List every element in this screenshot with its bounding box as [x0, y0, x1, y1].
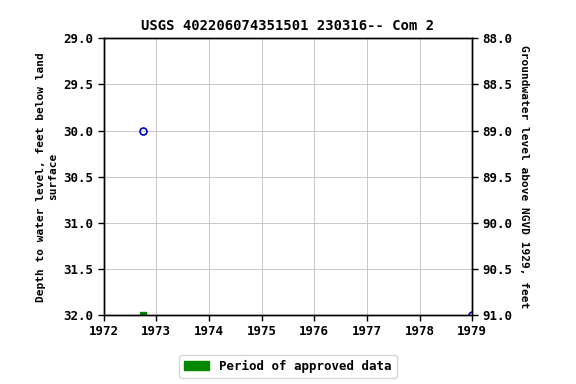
Y-axis label: Depth to water level, feet below land
surface: Depth to water level, feet below land su… [36, 52, 58, 301]
Title: USGS 402206074351501 230316-- Com 2: USGS 402206074351501 230316-- Com 2 [142, 19, 434, 33]
Y-axis label: Groundwater level above NGVD 1929, feet: Groundwater level above NGVD 1929, feet [520, 45, 529, 308]
Legend: Period of approved data: Period of approved data [179, 355, 397, 378]
